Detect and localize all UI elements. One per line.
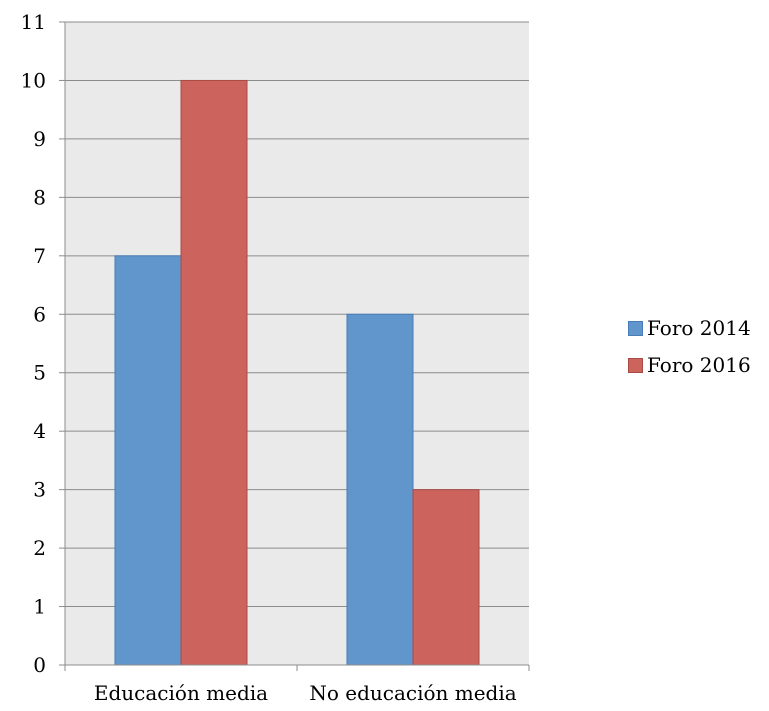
y-tick-label: 7: [33, 244, 46, 268]
y-tick-label: 11: [21, 10, 46, 34]
y-tick-label: 9: [33, 127, 46, 151]
y-tick-label: 6: [33, 302, 46, 326]
y-tick-label: 4: [33, 419, 46, 443]
y-tick-label: 5: [33, 361, 46, 385]
bar-foro-2014: [346, 313, 414, 666]
y-tick-label: 3: [33, 478, 46, 502]
bar-foro-2014: [114, 255, 182, 666]
bar-foro-2016: [412, 489, 480, 666]
x-tick-label: No educación media: [309, 681, 516, 705]
y-tick-label: 0: [33, 653, 46, 677]
legend-item-foro-2016: Foro 2016: [628, 350, 751, 380]
y-tick-label: 8: [33, 185, 46, 209]
bar-foro-2016: [180, 79, 248, 666]
legend-swatch-red: [628, 357, 643, 373]
y-tick-label: 2: [33, 536, 46, 560]
bars: [114, 79, 480, 666]
legend-swatch-blue: [628, 320, 643, 336]
y-tick-label: 10: [21, 68, 46, 92]
x-tick-label: Educación media: [94, 681, 268, 705]
y-tick-label: 1: [33, 595, 46, 619]
legend-label: Foro 2014: [647, 316, 751, 340]
y-tick-labels: 0 1 2 3 4 5 6 7 8 9 10 11: [21, 10, 65, 677]
legend-item-foro-2014: Foro 2014: [628, 313, 751, 343]
x-tick-labels: Educación media No educación media: [64, 665, 530, 705]
legend-label: Foro 2016: [647, 353, 751, 377]
legend: Foro 2014 Foro 2016: [628, 313, 751, 387]
